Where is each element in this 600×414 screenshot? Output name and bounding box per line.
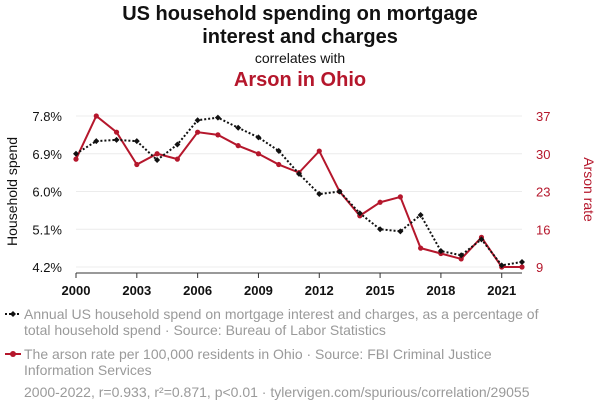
data-point-household (478, 236, 485, 243)
x-tick-label: 2015 (366, 283, 395, 298)
data-point-arson (195, 129, 201, 135)
y-left-tick-label: 6.9% (32, 147, 62, 162)
data-point-household (174, 141, 181, 148)
legend-text-household: Annual US household spend on mortgage in… (24, 306, 584, 338)
data-point-arson (134, 161, 140, 168)
data-point-arson (235, 143, 241, 149)
data-point-household (437, 248, 444, 255)
data-point-household (194, 117, 201, 124)
data-point-household (417, 211, 424, 218)
data-point-arson (73, 156, 79, 162)
data-point-household (377, 226, 384, 233)
data-point-arson (174, 156, 180, 162)
data-point-household (255, 134, 262, 141)
data-point-household (113, 136, 120, 143)
x-tick-label: 2009 (244, 283, 273, 298)
chart-subtitle: Arson in Ohio (233, 69, 367, 91)
legend-swatch-household (5, 311, 21, 317)
legend-text-arson: The arson rate per 100,000 residents in … (24, 346, 584, 378)
chart-title-line-1: US household spending on mortgage (122, 3, 478, 25)
y-right-tick-label: 30 (536, 147, 550, 162)
data-point-household (316, 191, 323, 198)
data-point-arson (397, 194, 403, 200)
y-left-tick-label: 7.8% (32, 109, 62, 124)
data-point-household (498, 262, 505, 269)
x-tick-label: 2003 (122, 283, 151, 298)
data-point-arson (255, 151, 262, 157)
legend-swatch-arson (5, 351, 21, 357)
data-point-household (296, 170, 302, 177)
x-tick-label: 2018 (426, 283, 455, 298)
data-point-household (214, 114, 221, 121)
data-point-household (356, 210, 363, 217)
footer-stats: 2000-2022, r=0.933, r²=0.871, p<0.01 · t… (24, 384, 530, 400)
x-tick-label: 2006 (183, 283, 212, 298)
data-point-arson (113, 129, 120, 135)
data-point-arson (519, 264, 525, 270)
x-tick-label: 2012 (305, 283, 334, 298)
chart-canvas: 7.8% 6.9% 6.0% 5.1% 4.2% 37 30 23 16 9 2000 2003 200… (4, 109, 597, 298)
chart-title: US household spending on mortgage intere… (0, 3, 600, 49)
x-tick-label: 2021 (487, 283, 516, 298)
legend-household-line-1: Annual US household spend on mortgage in… (24, 306, 539, 322)
data-point-household (133, 138, 140, 145)
data-point-household (73, 150, 79, 157)
data-point-household (154, 157, 161, 164)
legend-arson-line-1: The arson rate per 100,000 residents in … (24, 346, 492, 362)
data-point-arson (215, 132, 221, 138)
data-point-arson (276, 161, 282, 168)
y-right-tick-label: 37 (536, 109, 550, 124)
data-point-household (93, 138, 100, 145)
y-right-tick-label: 9 (536, 260, 543, 275)
y-left-tick-label: 4.2% (32, 260, 62, 275)
data-point-household (519, 258, 525, 265)
legend-arson-line-2: Information Services (24, 362, 152, 378)
data-point-arson (93, 113, 99, 119)
y-right-tick-label: 23 (536, 185, 550, 200)
legend-household-line-2: total household spend · Source: Bureau o… (24, 322, 386, 338)
data-point-arson (418, 245, 424, 251)
data-point-household (397, 228, 404, 235)
y-left-axis-label: Household spend (4, 137, 20, 246)
y-right-tick-label: 16 (536, 222, 550, 237)
data-point-household (336, 188, 343, 195)
x-tick-label: 2000 (62, 283, 91, 298)
y-right-axis-label: Arson rate (581, 157, 597, 222)
data-point-household (235, 124, 242, 131)
data-point-arson (154, 151, 160, 157)
chart-title-line-2: interest and charges (202, 26, 398, 48)
data-point-arson (458, 256, 464, 262)
data-point-household (275, 147, 282, 154)
data-point-household (458, 252, 465, 259)
y-left-tick-label: 5.1% (32, 222, 62, 237)
correlates-label: correlates with (254, 50, 346, 66)
data-point-arson (316, 148, 322, 154)
y-left-tick-label: 6.0% (32, 185, 62, 200)
data-point-arson (377, 199, 383, 205)
